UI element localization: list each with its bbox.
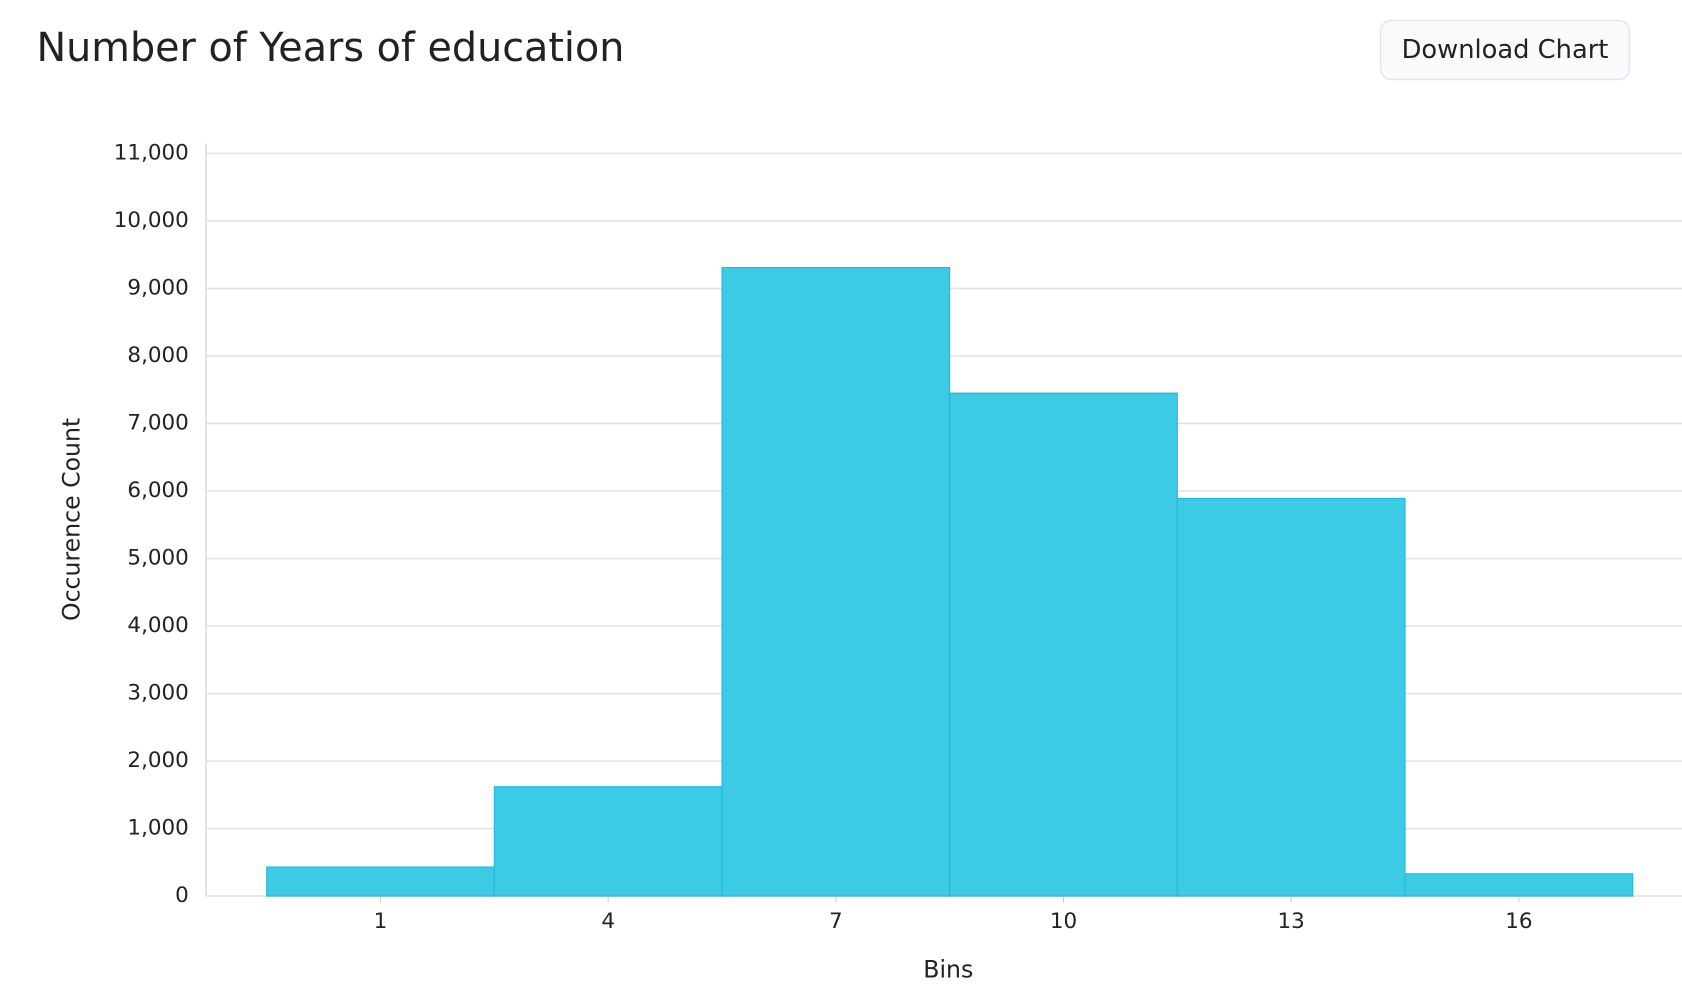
histogram-bar <box>493 786 723 897</box>
histogram-bar <box>949 392 1178 897</box>
chart-title: Number of Years of education <box>36 25 624 71</box>
y-tick-label: 5,000 <box>127 546 188 571</box>
button-bg[interactable] <box>1379 19 1631 81</box>
histogram-bar <box>1176 497 1406 897</box>
x-tick-label: 4 <box>601 909 615 934</box>
y-tick-label: 1,000 <box>127 816 188 841</box>
y-tick-label: 8,000 <box>127 343 188 368</box>
y-tick-label: 10,000 <box>114 208 189 233</box>
x-tick-label: 1 <box>374 909 388 934</box>
x-axis-label: Bins <box>923 956 973 984</box>
y-tick-label: 0 <box>175 883 189 908</box>
x-tick-label: 7 <box>829 909 843 934</box>
x-tick-label: 13 <box>1278 909 1305 934</box>
y-tick-label: 9,000 <box>127 275 188 300</box>
y-tick-label: 2,000 <box>127 748 188 773</box>
y-axis-label: Occurence Count <box>57 418 85 621</box>
histogram-bar <box>721 267 951 897</box>
button-label[interactable]: Download Chart <box>1402 35 1609 65</box>
x-tick-label: 10 <box>1050 909 1077 934</box>
download-button[interactable]: Download Chart <box>1379 19 1631 81</box>
y-tick-label: 7,000 <box>127 410 188 435</box>
histogram-bar <box>266 866 495 897</box>
y-tick-label: 3,000 <box>127 681 188 706</box>
y-tick-label: 6,000 <box>127 478 188 503</box>
histogram-bar <box>1404 873 1634 897</box>
y-tick-label: 11,000 <box>114 140 189 165</box>
y-tick-label: 4,000 <box>127 613 188 638</box>
x-tick-label: 16 <box>1505 909 1532 934</box>
